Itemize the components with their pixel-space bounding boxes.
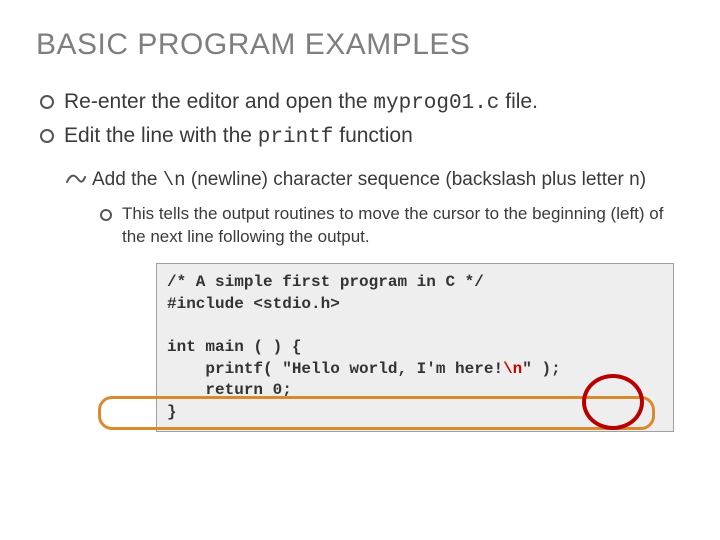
bullet-list: Re-enter the editor and open the myprog0… [36, 88, 684, 249]
code-line: /* A simple first program in C */ [167, 273, 484, 291]
text: (newline) character sequence (backslash … [186, 169, 646, 190]
code-newline-esc: \n [163, 169, 186, 191]
text: function [333, 124, 412, 147]
code-block: /* A simple first program in C */ #inclu… [156, 263, 674, 432]
code-printf: printf [258, 126, 334, 149]
code-filename: myprog01.c [373, 92, 499, 115]
bullet-edit-printf: Edit the line with the printf function [36, 122, 684, 152]
text: Edit the line with the [64, 124, 258, 147]
swoosh-icon [66, 173, 86, 185]
code-line: } [167, 403, 177, 421]
code-line: " ); [522, 360, 560, 378]
code-escape: \n [503, 360, 522, 378]
text: This tells the output routines to move t… [122, 204, 663, 246]
slide: BASIC PROGRAM EXAMPLES Re-enter the edit… [0, 0, 720, 540]
code-line: printf( "Hello world, I'm here! [167, 360, 503, 378]
code-line: #include <stdio.h> [167, 295, 340, 313]
text: Re-enter the editor and open the [64, 90, 373, 113]
bullet-reenter: Re-enter the editor and open the myprog0… [36, 88, 684, 118]
text: file. [499, 90, 538, 113]
slide-title: BASIC PROGRAM EXAMPLES [36, 28, 684, 62]
code-line: int main ( ) { [167, 338, 301, 356]
text: Add the [92, 169, 163, 190]
bullet-explain-newline: This tells the output routines to move t… [36, 203, 684, 249]
bullet-add-newline: Add the \n (newline) character sequence … [36, 167, 684, 194]
code-line: return 0; [167, 381, 292, 399]
